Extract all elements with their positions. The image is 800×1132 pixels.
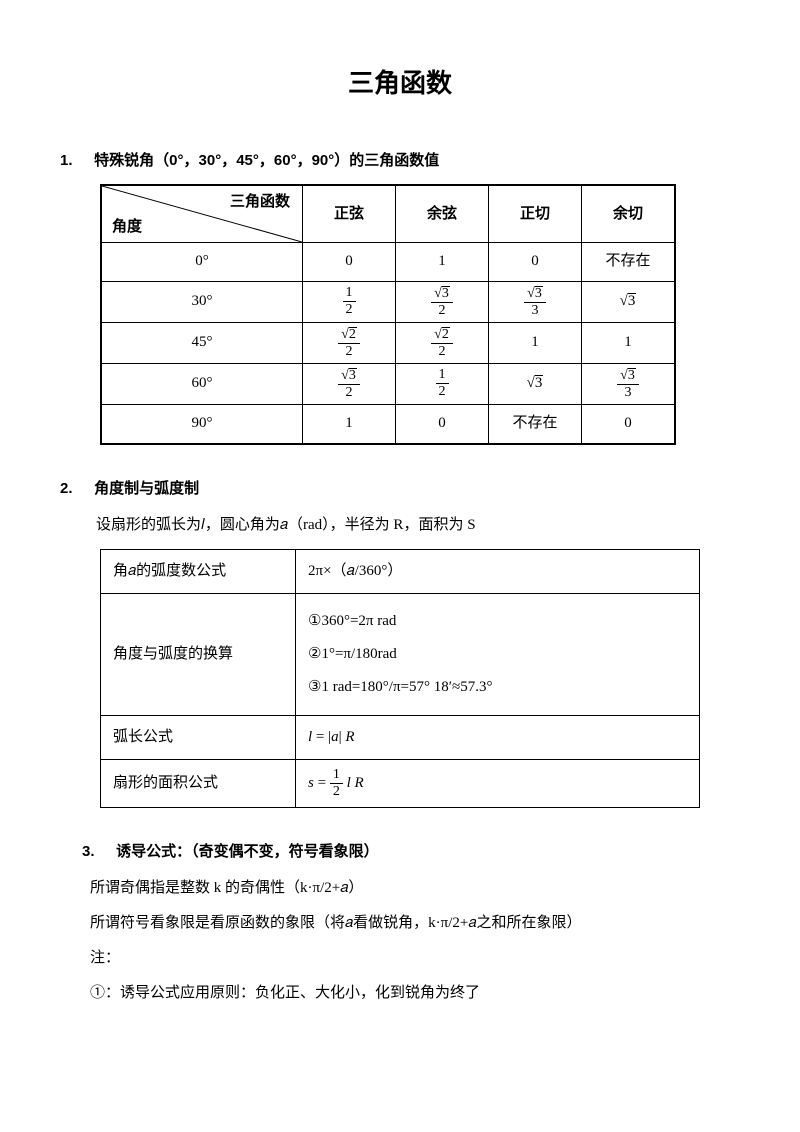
- value: 2π×（𝑎/360°）: [296, 549, 700, 593]
- sec1-heading: 特殊锐角（0°，30°，45°，60°，90°）的三角函数值: [94, 152, 439, 169]
- value-cell: 32: [303, 363, 396, 404]
- col-cot: 余切: [582, 185, 676, 243]
- sec3-line3: 注：: [90, 945, 740, 972]
- sec3-num: 3.: [82, 838, 112, 865]
- value-cell: 0: [303, 242, 396, 281]
- sec3-line1: 所谓奇偶指是整数 k 的奇偶性（k·π/2+𝑎）: [90, 875, 740, 902]
- sec3-line2: 所谓符号看象限是看原函数的象限（将𝑎看做锐角，k·π/2+𝑎之和所在象限）: [90, 910, 740, 937]
- section-2: 2. 角度制与弧度制 设扇形的弧长为𝑙，圆心角为𝑎（rad），半径为 R，面积为…: [60, 475, 740, 808]
- label: 弧长公式: [101, 715, 296, 759]
- value-cell: 0: [489, 242, 582, 281]
- value-cell: 33: [489, 281, 582, 322]
- value-cell: 32: [396, 281, 489, 322]
- row-sector-area: 扇形的面积公式 s = 12 l R: [101, 759, 700, 807]
- value-cell: 3: [489, 363, 582, 404]
- value-cell: 不存在: [489, 404, 582, 444]
- angle-cell: 30°: [101, 281, 303, 322]
- diag-top-label: 三角函数: [230, 188, 290, 215]
- angle-cell: 60°: [101, 363, 303, 404]
- table-row: 90°10不存在0: [101, 404, 675, 444]
- value: ①360°=2π rad ②1°=π/180rad ③1 rad=180°/π=…: [296, 593, 700, 715]
- label: 扇形的面积公式: [101, 759, 296, 807]
- line3: ③1 rad=180°/π=57° 18′≈57.3°: [308, 674, 687, 701]
- value: s = 12 l R: [296, 759, 700, 807]
- section-3: 3. 诱导公式：（奇变偶不变，符号看象限） 所谓奇偶指是整数 k 的奇偶性（k·…: [60, 838, 740, 1007]
- value-cell: 1: [582, 322, 676, 363]
- col-sin: 正弦: [303, 185, 396, 243]
- value-cell: 1: [489, 322, 582, 363]
- label: 角度与弧度的换算: [101, 593, 296, 715]
- value-cell: 1: [303, 404, 396, 444]
- row-arc-len: 弧长公式 l = |a| R: [101, 715, 700, 759]
- value-cell: 33: [582, 363, 676, 404]
- table-row: 60°3212333: [101, 363, 675, 404]
- table-row: 0°010不存在: [101, 242, 675, 281]
- value-cell: 0: [582, 404, 676, 444]
- value-cell: 12: [396, 363, 489, 404]
- angle-cell: 90°: [101, 404, 303, 444]
- sec2-num: 2.: [60, 475, 90, 502]
- row-conversion: 角度与弧度的换算 ①360°=2π rad ②1°=π/180rad ③1 ra…: [101, 593, 700, 715]
- col-tan: 正切: [489, 185, 582, 243]
- value-cell: 22: [396, 322, 489, 363]
- value-cell: 不存在: [582, 242, 676, 281]
- diag-bot-label: 角度: [112, 213, 142, 240]
- row-arc-rad: 角𝑎的弧度数公式 2π×（𝑎/360°）: [101, 549, 700, 593]
- angle-cell: 45°: [101, 322, 303, 363]
- sec2-heading: 角度制与弧度制: [94, 480, 199, 497]
- value-cell: 3: [582, 281, 676, 322]
- formula-table: 角𝑎的弧度数公式 2π×（𝑎/360°） 角度与弧度的换算 ①360°=2π r…: [100, 549, 700, 808]
- section-1: 1. 特殊锐角（0°，30°，45°，60°，90°）的三角函数值 三角函数 角…: [60, 147, 740, 445]
- sec1-num: 1.: [60, 147, 90, 174]
- value-cell: 22: [303, 322, 396, 363]
- angle-cell: 0°: [101, 242, 303, 281]
- sec3-line4: ①：诱导公式应用原则：负化正、大化小，化到锐角为终了: [90, 980, 740, 1007]
- value-cell: 1: [396, 242, 489, 281]
- value-cell: 12: [303, 281, 396, 322]
- sec3-heading: 诱导公式：（奇变偶不变，符号看象限）: [116, 843, 379, 860]
- table-diag-header: 三角函数 角度: [101, 185, 303, 243]
- page-title: 三角函数: [60, 60, 740, 107]
- value-cell: 0: [396, 404, 489, 444]
- table-row: 45°222211: [101, 322, 675, 363]
- col-cos: 余弦: [396, 185, 489, 243]
- table-row: 30°1232333: [101, 281, 675, 322]
- line1: ①360°=2π rad: [308, 608, 687, 635]
- label: 角𝑎的弧度数公式: [101, 549, 296, 593]
- trig-value-table: 三角函数 角度 正弦 余弦 正切 余切 0°010不存在30°123233345…: [100, 184, 676, 445]
- sec2-intro: 设扇形的弧长为𝑙，圆心角为𝑎（rad），半径为 R，面积为 S: [96, 512, 740, 539]
- line2: ②1°=π/180rad: [308, 641, 687, 668]
- value: l = |a| R: [296, 715, 700, 759]
